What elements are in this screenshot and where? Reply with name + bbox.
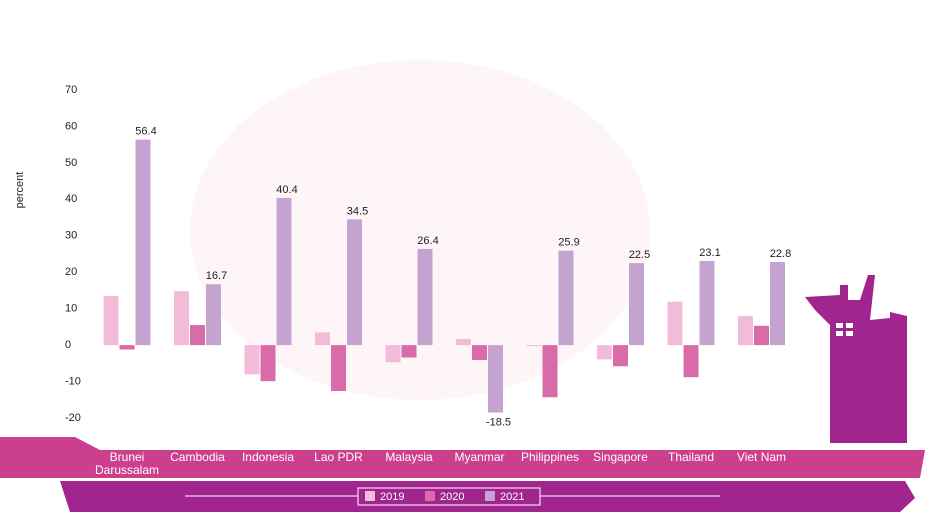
bar bbox=[472, 345, 487, 361]
bar bbox=[206, 284, 221, 346]
y-tick-label: 70 bbox=[65, 84, 77, 96]
y-tick-label: 0 bbox=[65, 339, 71, 351]
bar bbox=[135, 139, 151, 346]
legend-swatch bbox=[485, 491, 495, 501]
data-label: -18.5 bbox=[486, 416, 511, 428]
y-axis-label: percent bbox=[14, 172, 26, 209]
bar bbox=[190, 325, 205, 346]
bar bbox=[613, 345, 628, 367]
bar bbox=[174, 291, 189, 346]
bar bbox=[401, 345, 417, 358]
bar bbox=[103, 295, 119, 346]
bar bbox=[683, 345, 699, 378]
bar bbox=[558, 250, 574, 346]
legend-label: 2020 bbox=[440, 491, 464, 503]
bar bbox=[770, 262, 785, 346]
data-label: 40.4 bbox=[276, 184, 297, 196]
bar bbox=[488, 345, 503, 413]
y-tick-label: 20 bbox=[65, 266, 77, 278]
bar bbox=[417, 248, 433, 346]
bar bbox=[754, 325, 769, 346]
data-label: 22.8 bbox=[770, 248, 791, 260]
y-tick-label: -10 bbox=[65, 375, 81, 387]
data-label: 22.5 bbox=[629, 249, 650, 261]
data-label: 23.1 bbox=[699, 247, 720, 259]
bar bbox=[629, 263, 644, 346]
y-tick-label: -20 bbox=[65, 412, 81, 424]
bar bbox=[667, 301, 683, 346]
bar bbox=[385, 345, 401, 363]
bar bbox=[315, 332, 330, 346]
bar bbox=[542, 345, 558, 398]
bar bbox=[456, 338, 471, 346]
data-label: 16.7 bbox=[206, 270, 227, 282]
data-label: 56.4 bbox=[135, 125, 156, 137]
x-tick-label: Brunei Darussalam bbox=[94, 450, 160, 477]
legend-label: 2019 bbox=[380, 491, 404, 503]
background-decor bbox=[0, 60, 925, 512]
bar bbox=[276, 197, 292, 346]
bar bbox=[699, 260, 715, 346]
x-tick-label: Indonesia bbox=[241, 450, 295, 464]
bar bbox=[119, 345, 135, 350]
bar bbox=[347, 219, 362, 346]
x-tick-label: Viet Nam bbox=[736, 450, 787, 464]
x-tick-label: Philippines bbox=[520, 450, 580, 464]
y-tick-label: 50 bbox=[65, 157, 77, 169]
x-tick-label: Thailand bbox=[667, 450, 715, 464]
data-label: 34.5 bbox=[347, 205, 368, 217]
bar bbox=[260, 345, 276, 382]
data-label: 26.4 bbox=[417, 235, 438, 247]
x-tick-label: Malaysia bbox=[385, 450, 433, 464]
bar bbox=[526, 345, 542, 347]
y-tick-label: 10 bbox=[65, 303, 77, 315]
y-tick-label: 30 bbox=[65, 230, 77, 242]
x-tick-label: Lao PDR bbox=[314, 450, 363, 464]
legend-label: 2021 bbox=[500, 491, 524, 503]
bar bbox=[738, 315, 753, 346]
y-tick-label: 40 bbox=[65, 193, 77, 205]
data-label: 25.9 bbox=[558, 237, 579, 249]
x-tick-label: Singapore bbox=[593, 450, 648, 464]
legend-swatch bbox=[365, 491, 375, 501]
legend-swatch bbox=[425, 491, 435, 501]
x-tick-label: Cambodia bbox=[170, 450, 225, 464]
bar bbox=[597, 345, 612, 360]
x-tick-label: Myanmar bbox=[454, 450, 505, 464]
bar bbox=[331, 345, 346, 392]
bar bbox=[244, 345, 260, 375]
y-tick-label: 60 bbox=[65, 120, 77, 132]
